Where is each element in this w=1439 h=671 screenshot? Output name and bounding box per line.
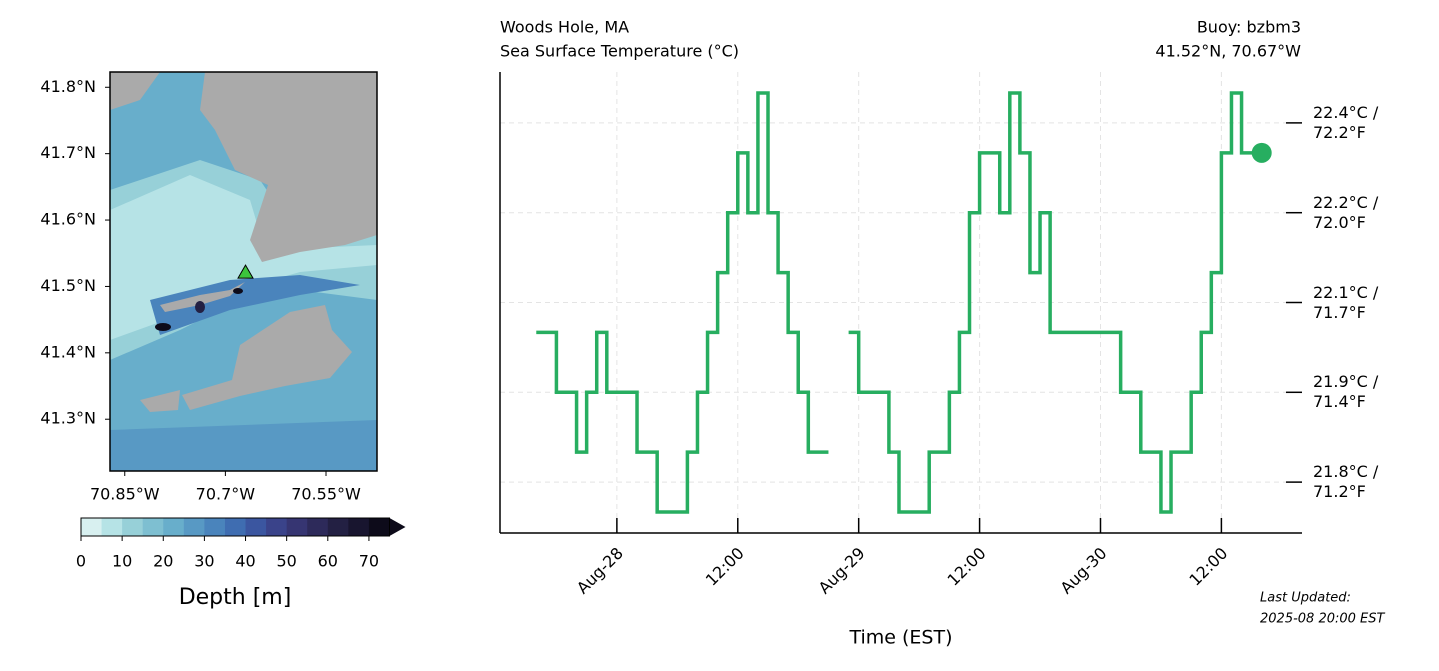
- x-tick-label: 70.55°W: [291, 485, 361, 504]
- colorbar-tick-label: 20: [153, 552, 173, 571]
- colorbar-cell: [142, 518, 164, 536]
- chart-subtitle-right: 41.52°N, 70.67°W: [1155, 42, 1301, 61]
- colorbar-tick-label: 40: [235, 552, 255, 571]
- colorbar-cell: [163, 518, 185, 536]
- last-point: [1251, 142, 1272, 163]
- y-tick-label: 41.7°N: [40, 143, 96, 162]
- x-tick-label: 12:00: [1185, 544, 1231, 590]
- colorbar-cell: [307, 518, 329, 536]
- y-tick-label: 21.9°C / 71.4°F: [1313, 372, 1379, 412]
- y-tick-label: 41.4°N: [40, 342, 96, 361]
- y-tick-label: 21.8°C / 71.2°F: [1313, 462, 1379, 502]
- map-basemap: [110, 72, 377, 471]
- colorbar-tick-label: 70: [359, 552, 379, 571]
- x-tick-label: Aug-29: [815, 544, 869, 598]
- chart-title: Woods Hole, MA: [500, 18, 629, 37]
- x-tick-label: Aug-28: [573, 544, 627, 598]
- map-frame: [109, 71, 378, 472]
- colorbar-tick-label: 0: [76, 552, 86, 571]
- colorbar-cell: [286, 518, 308, 536]
- colorbar-cell: [327, 518, 349, 536]
- annotation: Last Updated:: [1260, 591, 1351, 606]
- y-tick-label: 41.3°N: [40, 409, 96, 428]
- annotation: 2025-08 20:00 EST: [1260, 612, 1386, 627]
- map-layer: 41.3°N 41.4°N 41.5°N 41.6°N 41.7°N 41.8°N 70.8…: [40, 77, 406, 571]
- x-axis-label: Time (EST): [848, 627, 952, 649]
- colorbar-cell: [101, 518, 123, 536]
- line-layer: Aug-28 12:00 Aug-29 12:00 Aug-30 12:00: [500, 72, 1302, 598]
- x-tick-label: 70.7°W: [196, 485, 256, 504]
- buoy-marker: [237, 264, 254, 279]
- chart-title-right: Buoy: bzbm3: [1197, 18, 1301, 37]
- x-tick-label: 12:00: [702, 544, 748, 590]
- y-tick-label: 22.1°C / 71.7°F: [1313, 282, 1379, 322]
- colorbar-tick-label: 50: [276, 552, 296, 571]
- colorbar-tick-label: 60: [318, 552, 338, 571]
- x-tick-label: Aug-30: [1056, 544, 1110, 598]
- colorbar-frame: [80, 517, 390, 537]
- y-tick-label: 41.5°N: [40, 276, 96, 295]
- colorbar-extend: [389, 518, 406, 536]
- y-tick-label: 41.6°N: [40, 210, 96, 229]
- colorbar-cell: [81, 518, 103, 536]
- chart-subtitle: Sea Surface Temperature (°C): [500, 42, 739, 61]
- colorbar-cell: [348, 518, 370, 536]
- y-tick-label: 22.2°C / 72.0°F: [1313, 192, 1379, 232]
- colorbar-label: Depth [m]: [179, 585, 292, 610]
- temperature-line: [536, 91, 1262, 514]
- y-tick-label: 22.4°C / 72.2°F: [1313, 102, 1379, 142]
- x-tick-label: 12:00: [944, 544, 990, 590]
- colorbar-cell: [224, 518, 247, 536]
- y-tick-label: 41.8°N: [40, 77, 96, 96]
- colorbar-cell: [368, 518, 390, 536]
- colorbar-cell: [183, 518, 205, 536]
- colorbar-tick-label: 10: [112, 552, 132, 571]
- colorbar-cell: [266, 518, 288, 536]
- colorbar-cell: [122, 518, 144, 536]
- colorbar-cell: [245, 518, 267, 536]
- x-tick-label: 70.85°W: [90, 485, 160, 504]
- colorbar-tick-label: 30: [194, 552, 214, 571]
- colorbar-cell: [204, 518, 226, 536]
